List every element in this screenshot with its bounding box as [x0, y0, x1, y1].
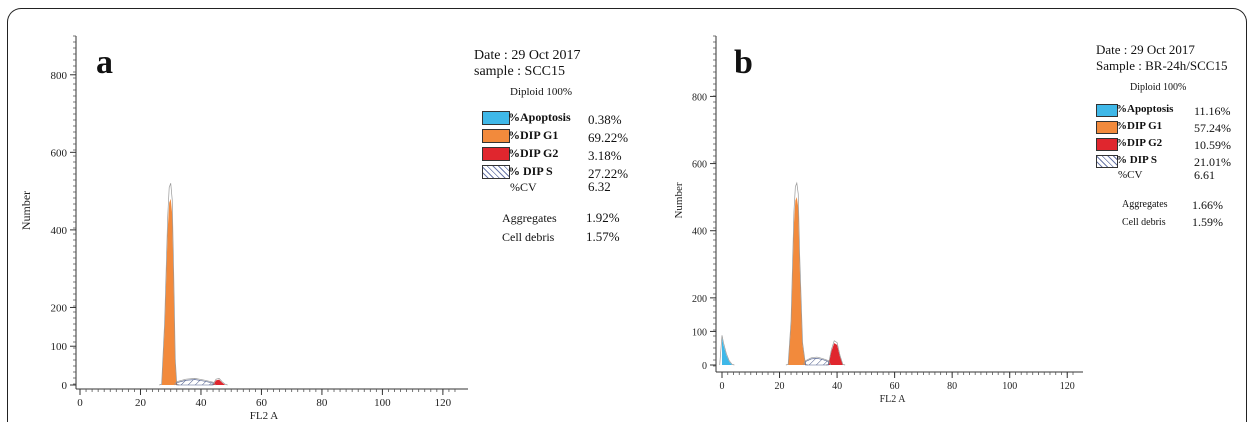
x-tick-label-a: 60: [256, 397, 268, 409]
y-tick-label-a: 0: [62, 380, 68, 392]
x-tick-label-b: 60: [890, 381, 900, 392]
series-a--dip-g1: [162, 199, 177, 385]
y-tick-label-a: 200: [51, 302, 68, 314]
y-tick-label-a: 600: [51, 147, 68, 159]
y-axis-label-a: Number: [19, 191, 33, 230]
debris-value-a: 1.57%: [586, 229, 620, 245]
legend-swatch: [1096, 155, 1118, 168]
y-tick-label-b: 200: [692, 294, 707, 305]
ploidy-b: Diploid 100%: [1130, 82, 1186, 93]
x-tick-label-a: 120: [435, 397, 452, 409]
aggregates-label-b: Aggregates: [1122, 199, 1168, 210]
legend-swatch: [482, 147, 510, 161]
legend-name: %DIP G2: [1116, 137, 1162, 149]
legend-swatch: [1096, 104, 1118, 117]
date-b: Date : 29 Oct 2017: [1096, 42, 1195, 58]
y-tick-label-a: 800: [51, 70, 68, 82]
sample-a: sample : SCC15: [474, 64, 565, 80]
legend-swatch: [482, 111, 510, 125]
y-tick-label-b: 0: [702, 361, 707, 372]
y-tick-label-b: 800: [692, 92, 707, 103]
debris-label-a: Cell debris: [502, 230, 554, 245]
aggregates-value-b: 1.66%: [1192, 198, 1223, 213]
y-tick-label-a: 100: [51, 341, 68, 353]
legend-name: %DIP G2: [508, 146, 558, 161]
x-tick-label-b: 100: [1002, 381, 1017, 392]
date-a: Date : 29 Oct 2017: [474, 48, 581, 64]
legend-name: % DIP S: [1116, 154, 1157, 166]
x-tick-label-a: 0: [77, 397, 83, 409]
x-axis-label-b: FL2 A: [880, 394, 907, 405]
x-tick-label-a: 20: [135, 397, 147, 409]
x-axis-label-a: FL2 A: [250, 410, 278, 422]
ploidy-a: Diploid 100%: [510, 86, 572, 98]
x-tick-label-b: 120: [1060, 381, 1075, 392]
legend-value: 69.22%: [588, 130, 628, 146]
panel-label-a: a: [96, 44, 113, 82]
x-tick-label-a: 80: [316, 397, 328, 409]
legend-name: %Apoptosis: [1116, 103, 1173, 115]
legend-value: 10.59%: [1194, 138, 1231, 153]
x-tick-label-b: 80: [947, 381, 957, 392]
cv-label-a: %CV: [510, 180, 537, 195]
legend-swatch: [482, 165, 510, 179]
cv-value-b: 6.61: [1194, 168, 1215, 183]
aggregates-value-a: 1.92%: [586, 210, 620, 226]
x-tick-label-a: 100: [374, 397, 391, 409]
y-tick-label-b: 100: [692, 327, 707, 338]
x-tick-label-b: 0: [720, 381, 725, 392]
legend-swatch: [1096, 121, 1118, 134]
sample-b: Sample : BR-24h/SCC15: [1096, 58, 1227, 74]
legend-name: %DIP G1: [1116, 120, 1162, 132]
legend-value: 0.38%: [588, 112, 622, 128]
legend-name: %Apoptosis: [508, 110, 571, 125]
cv-label-b: %CV: [1118, 169, 1142, 181]
legend-name: % DIP S: [508, 164, 553, 179]
y-tick-label-b: 600: [692, 160, 707, 171]
debris-label-b: Cell debris: [1122, 217, 1166, 228]
y-tick-label-b: 400: [692, 227, 707, 238]
x-tick-label-b: 40: [832, 381, 842, 392]
legend-swatch: [482, 129, 510, 143]
y-tick-label-a: 400: [51, 225, 68, 237]
legend-swatch: [1096, 138, 1118, 151]
legend-value: 57.24%: [1194, 121, 1231, 136]
series-b--dip-g1: [788, 197, 805, 365]
aggregates-label-a: Aggregates: [502, 211, 557, 226]
legend-name: %DIP G1: [508, 128, 558, 143]
x-tick-label-b: 20: [775, 381, 785, 392]
legend-value: 3.18%: [588, 148, 622, 164]
debris-value-b: 1.59%: [1192, 215, 1223, 230]
y-axis-label-b: Number: [673, 182, 685, 218]
panel-label-b: b: [734, 44, 753, 82]
legend-value: 11.16%: [1194, 104, 1231, 119]
x-tick-label-a: 40: [195, 397, 207, 409]
cv-value-a: 6.32: [588, 179, 611, 195]
